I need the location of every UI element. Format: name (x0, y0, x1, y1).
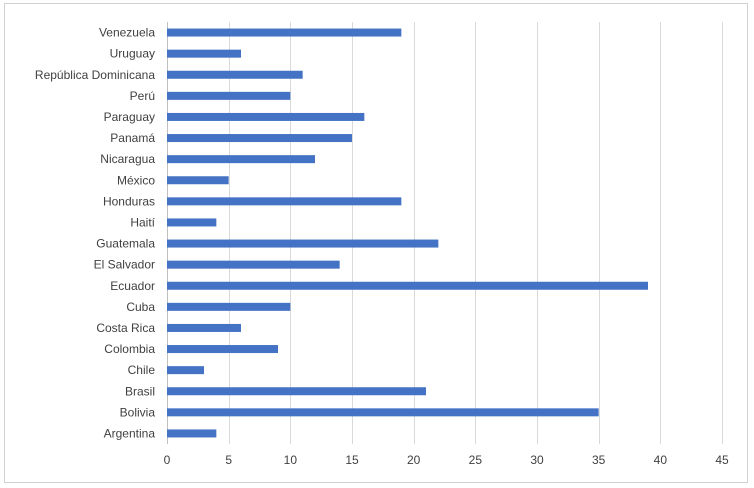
bar (167, 429, 217, 438)
category-label: Paraguay (104, 110, 155, 124)
bar (167, 345, 278, 354)
bar (167, 134, 352, 143)
category-label: Uruguay (110, 47, 155, 61)
grid-layer (167, 22, 723, 444)
bar (167, 155, 315, 164)
tick-labels: 0 5 10 15 20 25 30 35 40 45 (164, 453, 729, 467)
bar (167, 387, 426, 396)
x-tick-label: 25 (469, 453, 483, 467)
category-label: Argentina (104, 426, 156, 440)
category-label: Nicaragua (100, 152, 155, 166)
bar (167, 197, 402, 206)
bar (167, 112, 365, 121)
bar (167, 323, 241, 332)
bar (167, 302, 291, 311)
category-label: Perú (130, 89, 155, 103)
bar (167, 366, 204, 375)
x-tick-label: 30 (530, 453, 544, 467)
category-label: Cuba (126, 300, 155, 314)
x-tick-label: 20 (407, 453, 421, 467)
category-label: Venezuela (99, 26, 155, 40)
category-label: Haití (130, 215, 155, 229)
category-label: Honduras (103, 194, 155, 208)
bar (167, 408, 599, 417)
category-labels: Venezuela Uruguay República Dominicana Perú… (35, 26, 156, 441)
category-label: México (117, 173, 155, 187)
x-tick-label: 10 (284, 453, 298, 467)
category-label: República Dominicana (35, 68, 155, 82)
category-label: Colombia (104, 342, 155, 356)
bar (167, 70, 303, 79)
category-label: Panamá (110, 131, 155, 145)
category-label: El Salvador (94, 258, 155, 272)
category-label: Brasil (125, 384, 155, 398)
x-tick-label: 5 (225, 453, 232, 467)
x-tick-label: 40 (654, 453, 668, 467)
category-label: Guatemala (96, 237, 155, 251)
x-tick-label: 0 (164, 453, 171, 467)
bar (167, 49, 241, 58)
bar (167, 218, 217, 227)
bar (167, 91, 291, 100)
category-label: Bolivia (120, 405, 156, 419)
bar (167, 281, 648, 290)
x-tick-label: 15 (345, 453, 359, 467)
bar (167, 260, 340, 269)
category-label: Costa Rica (96, 321, 155, 335)
bar (167, 239, 439, 248)
bar (167, 28, 402, 37)
x-tick-label: 35 (592, 453, 606, 467)
category-label: Chile (128, 363, 156, 377)
x-tick-label: 45 (715, 453, 729, 467)
category-label: Ecuador (110, 279, 155, 293)
bar-layer (167, 28, 648, 438)
bar (167, 176, 229, 185)
